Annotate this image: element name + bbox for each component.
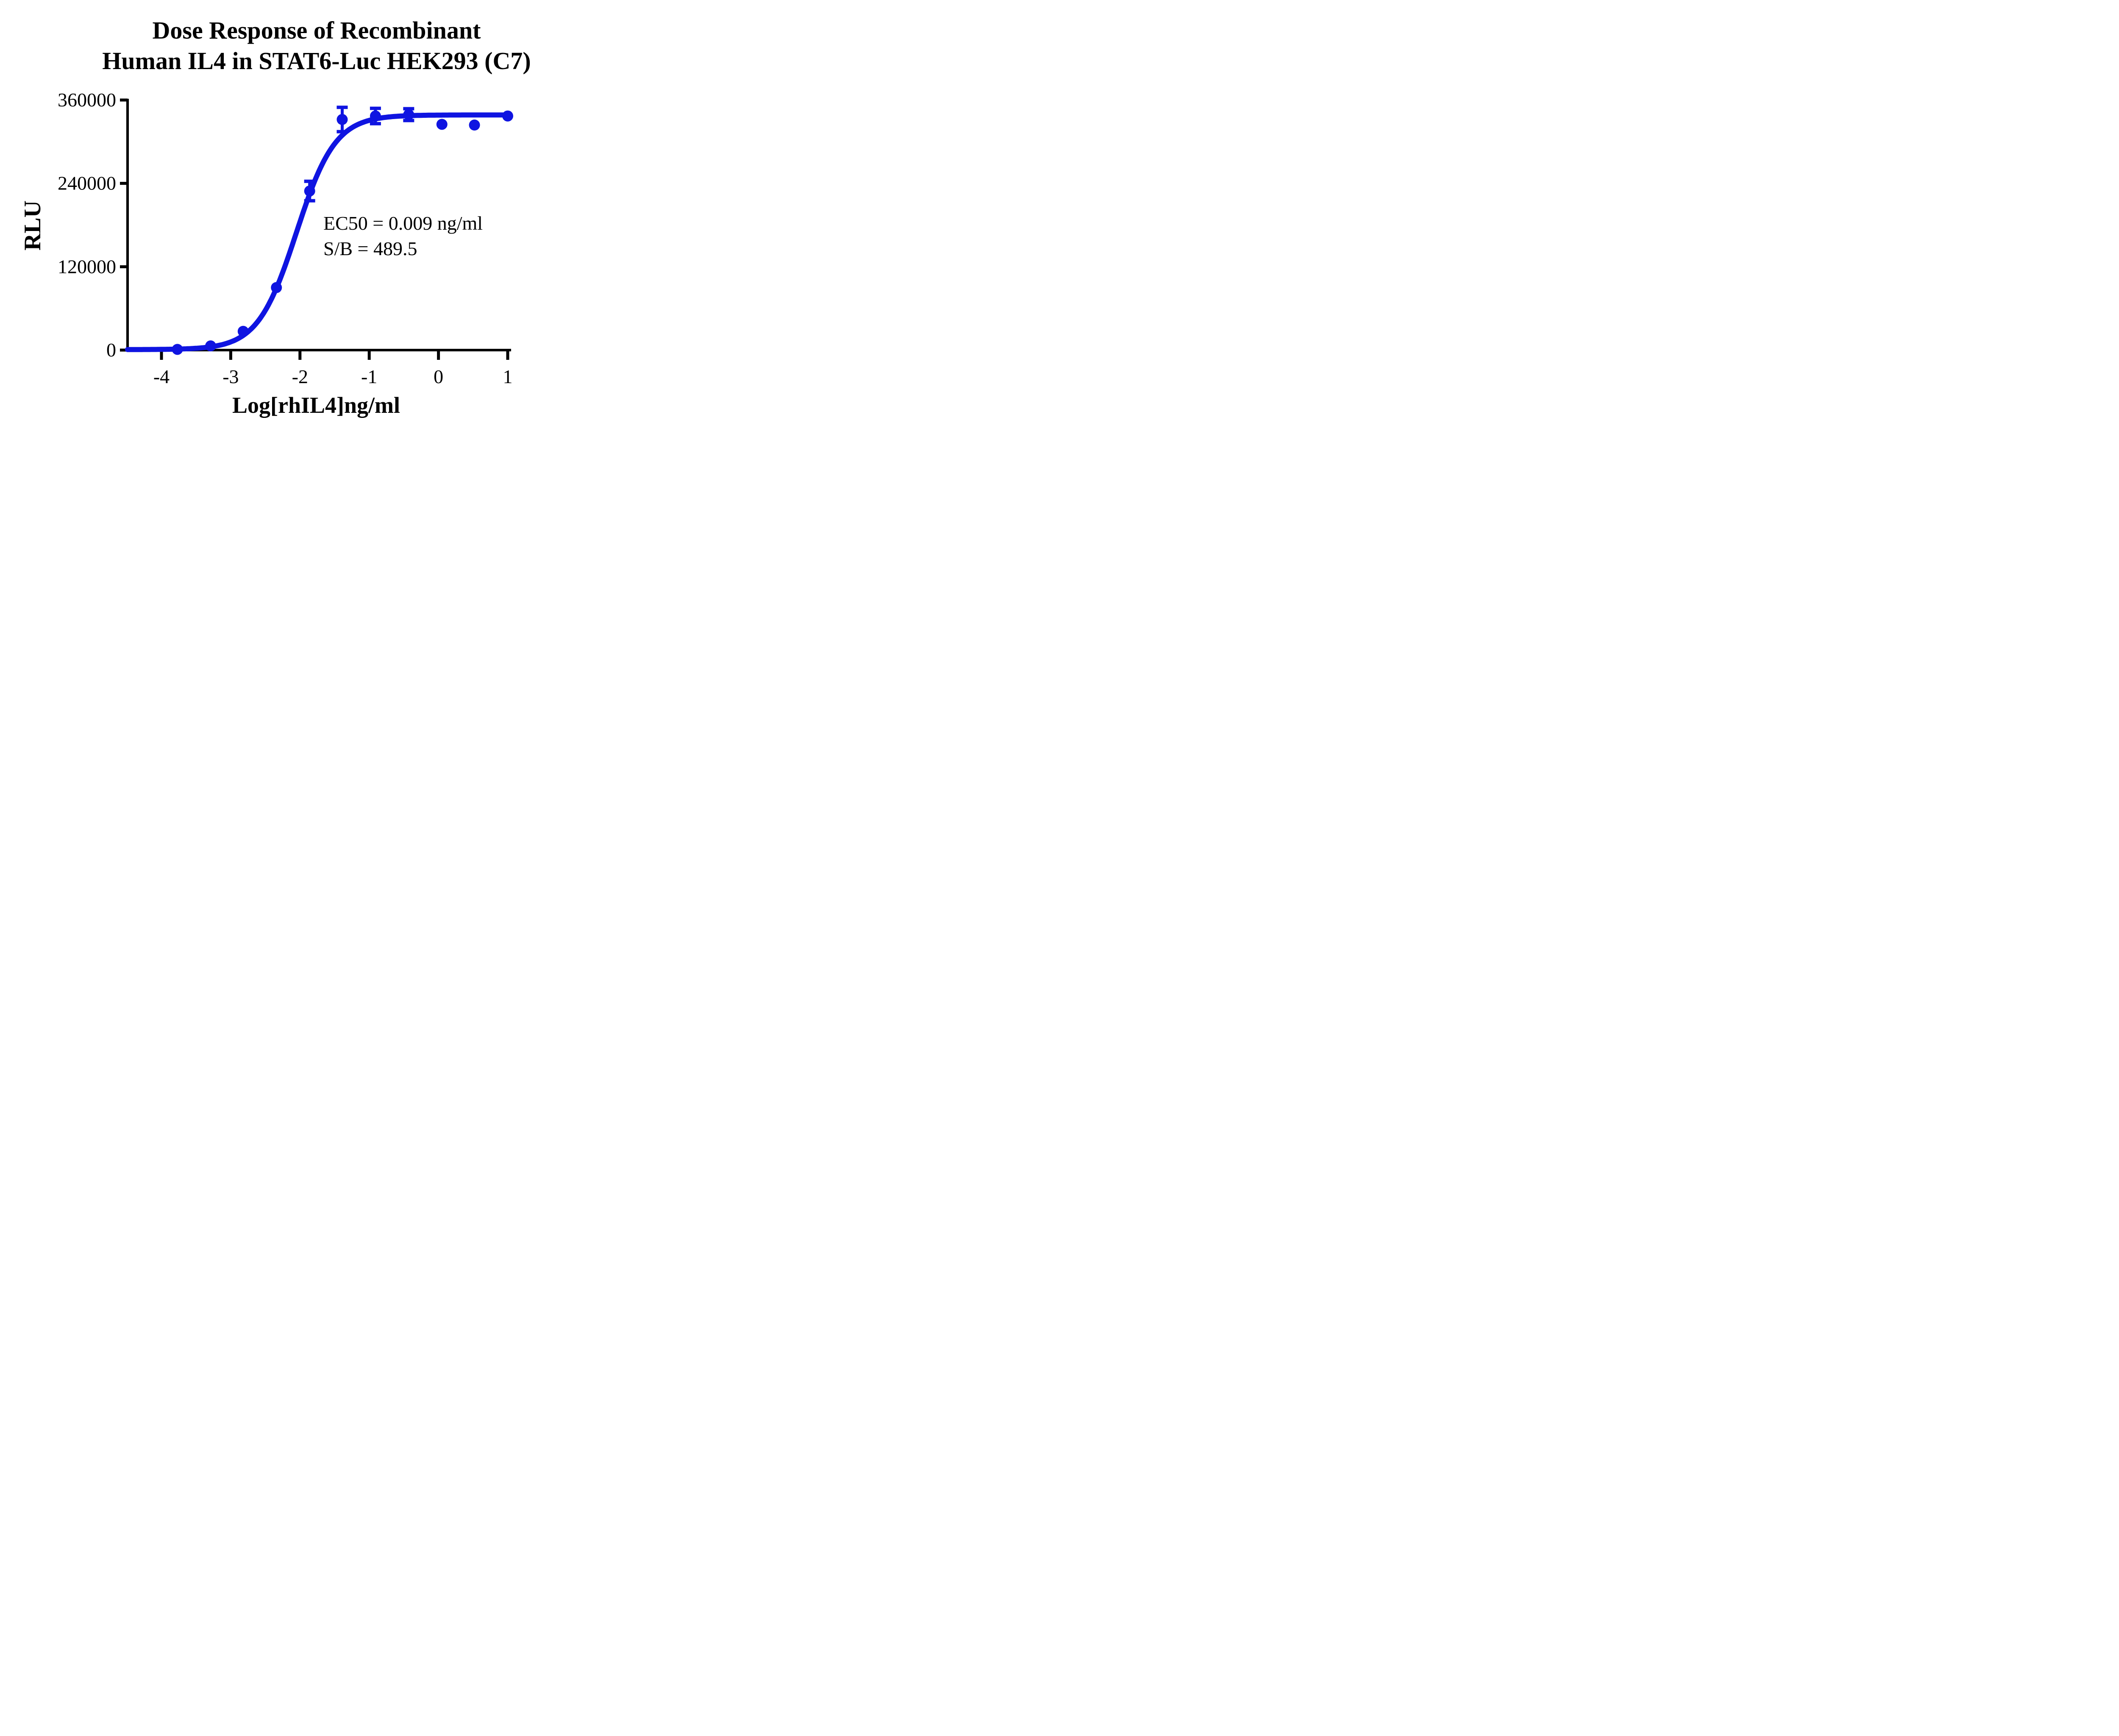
fit-annotation: EC50 = 0.009 ng/ml S/B = 489.5 [323,211,483,262]
x-tick-label: -3 [222,366,239,387]
x-axis-title: Log[rhIL4]ng/ml [232,392,400,418]
data-point [205,340,217,352]
data-point [172,344,183,355]
chart-title: Dose Response of Recombinant Human IL4 i… [51,15,563,76]
x-tick-label: 1 [503,366,513,387]
chart-title-line2: Human IL4 in STAT6-Luc HEK293 (C7) [102,47,531,75]
data-point [370,110,381,122]
fit-curve [125,112,510,352]
dose-response-figure: Dose Response of Recombinant Human IL4 i… [0,0,563,434]
y-tick-label: 360000 [58,89,116,111]
y-tick-label: 0 [106,339,116,361]
data-point [237,326,249,337]
data-point [469,120,480,131]
y-tick-label: 240000 [58,172,116,194]
signal-to-background-value: S/B = 489.5 [323,238,417,259]
data-point [502,110,513,122]
data-point [403,109,414,120]
dose-response-chart: 0 120000 240000 360000 -4 -3 -2 -1 0 1 [58,89,513,387]
chart-title-line1: Dose Response of Recombinant [152,17,481,44]
x-tick-label: -4 [153,366,170,387]
data-point [304,185,315,197]
data-point [336,114,348,125]
data-point [436,119,448,130]
y-tick-label: 120000 [58,256,116,277]
x-tick-label: 0 [434,366,443,387]
ec50-value: EC50 = 0.009 ng/ml [323,212,483,234]
data-point [271,282,282,293]
x-tick-label: -2 [292,366,308,387]
x-tick-label: -1 [361,366,377,387]
